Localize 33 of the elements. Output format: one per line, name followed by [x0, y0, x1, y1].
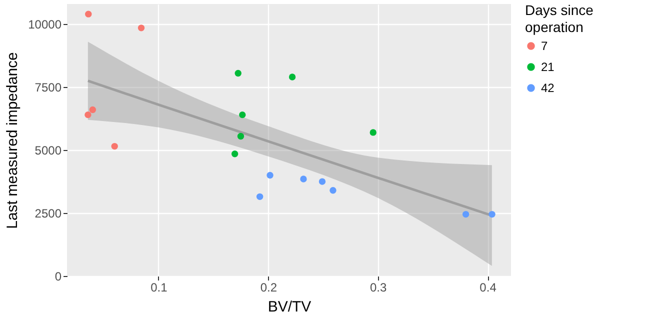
x-tick-label: 0.2 [260, 280, 278, 294]
legend-label: 42 [541, 81, 555, 95]
y-axis-title: Last measured impedance [4, 52, 22, 229]
point [111, 142, 118, 150]
y-tick-label: 5000 [34, 144, 62, 158]
point [234, 70, 242, 77]
point [488, 210, 496, 218]
point [138, 24, 145, 32]
point [256, 193, 264, 200]
point [239, 111, 246, 118]
y-tick-label: 0 [54, 270, 62, 284]
y-tick-label: 10000 [28, 18, 62, 32]
y-tick-label: 7500 [34, 80, 62, 95]
point [288, 74, 296, 80]
point [300, 176, 307, 182]
legend-label: 7 [541, 39, 548, 53]
point [318, 178, 326, 185]
point [370, 129, 376, 136]
legend-title: Days since operation [525, 2, 594, 35]
point [85, 10, 92, 18]
x-axis-title: BV/TV [268, 298, 312, 316]
x-tick-label: 0.1 [150, 280, 168, 294]
point [266, 172, 274, 179]
point [330, 187, 336, 194]
point [84, 111, 92, 118]
y-tick-label: 2500 [34, 206, 62, 221]
point [89, 106, 96, 114]
legend-label: 21 [541, 60, 555, 74]
point [237, 132, 244, 140]
x-tick-label: 0.4 [480, 280, 497, 294]
point [231, 150, 238, 158]
x-tick-label: 0.3 [370, 280, 388, 294]
point [462, 210, 470, 218]
